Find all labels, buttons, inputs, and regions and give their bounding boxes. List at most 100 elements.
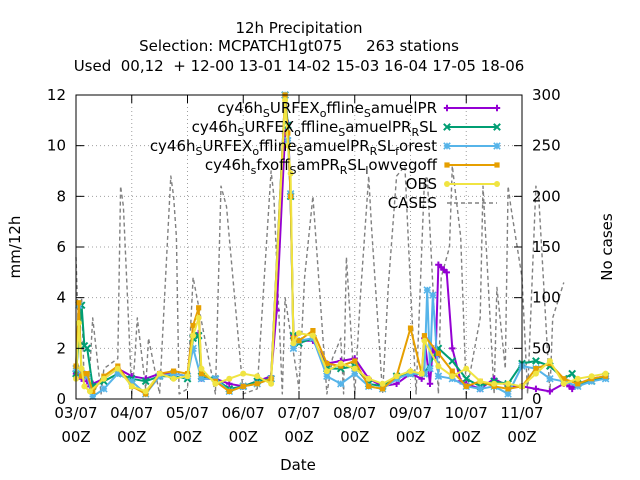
x-tick-label-date: 03/07 xyxy=(54,404,97,422)
y2-tick-label: 100 xyxy=(532,289,561,307)
legend-label-part: SL xyxy=(419,118,438,136)
legend-label-part: amuelPR xyxy=(371,99,437,117)
legend-label-part: amuelPR xyxy=(303,137,369,155)
data-point xyxy=(561,376,567,382)
legend-marker xyxy=(443,142,451,150)
data-point xyxy=(426,380,434,387)
y-tick-label: 10 xyxy=(47,137,66,155)
x-tick-label-time: 00Z xyxy=(61,428,90,446)
data-point xyxy=(282,97,289,104)
data-point xyxy=(141,377,150,386)
legend-label-part: f xyxy=(395,145,400,158)
data-point xyxy=(324,360,330,367)
y-tick-label: 12 xyxy=(47,86,66,104)
data-point xyxy=(337,360,344,367)
data-point xyxy=(575,381,581,387)
legend-label: cy46hSURFEXofflineSamuelPRRSL xyxy=(192,118,438,139)
legend-label-part: cy46h xyxy=(205,156,251,174)
y-tick-label: 8 xyxy=(56,187,66,205)
legend-label-part: owvegoff xyxy=(368,156,437,174)
data-point xyxy=(212,380,219,387)
data-point xyxy=(156,370,163,377)
data-point xyxy=(505,380,512,387)
legend-label-part: S xyxy=(338,126,345,139)
legend-label-part: l xyxy=(365,164,368,177)
x-tick-label-date: 04/07 xyxy=(110,404,153,422)
legend-label-part: ffline xyxy=(326,99,363,117)
data-point xyxy=(76,300,82,306)
data-point xyxy=(574,375,581,382)
series-5 xyxy=(75,165,565,395)
legend-label-part: CASES xyxy=(388,194,437,212)
data-point xyxy=(190,332,197,339)
grid-lines xyxy=(76,95,522,399)
data-point xyxy=(254,373,261,380)
data-point xyxy=(532,385,540,393)
data-point xyxy=(268,380,275,387)
x-tick-label-date: 06/07 xyxy=(222,404,265,422)
legend-marker xyxy=(444,162,450,168)
data-point xyxy=(365,375,372,382)
legend-label-part: cy46h xyxy=(192,118,238,136)
x-tick-label-time: 00Z xyxy=(284,428,313,446)
data-point xyxy=(198,371,205,377)
y2-tick-label: 200 xyxy=(532,187,561,205)
legend-label-part: OBS xyxy=(406,175,437,193)
data-point xyxy=(350,369,359,378)
data-point xyxy=(309,332,316,339)
data-point xyxy=(128,383,135,390)
legend-marker xyxy=(494,162,500,168)
legend-label-part: R xyxy=(411,126,419,139)
legend-label-part: s xyxy=(251,164,257,177)
data-point xyxy=(296,338,302,344)
data-point xyxy=(114,369,122,378)
legend-label-part: S xyxy=(290,164,297,177)
data-point xyxy=(449,373,456,380)
x-tick-label-time: 00Z xyxy=(340,428,369,446)
x-tick-label-time: 00Z xyxy=(396,428,425,446)
data-point xyxy=(310,328,316,334)
data-point xyxy=(254,381,260,387)
data-point xyxy=(170,375,177,382)
data-point xyxy=(81,383,88,390)
data-point xyxy=(240,370,247,377)
x-tick-label-date: 11/07 xyxy=(500,404,543,422)
data-point xyxy=(462,374,471,383)
x-tick-label-date: 07/07 xyxy=(277,404,320,422)
data-point xyxy=(546,358,553,364)
data-point xyxy=(352,358,358,364)
y2-tick-label: 0 xyxy=(532,390,542,408)
data-point xyxy=(323,368,330,375)
legend-label-part: amPR xyxy=(297,156,340,174)
y2-axis-ticks: 0 50 100 150 200 250 300 xyxy=(514,86,561,408)
x-tick-label-time: 00Z xyxy=(229,428,258,446)
data-point xyxy=(351,365,358,372)
data-point xyxy=(189,344,197,353)
series-4 xyxy=(73,97,609,395)
data-point xyxy=(196,305,202,311)
series-layer xyxy=(72,91,610,401)
x-tick-label-date: 08/07 xyxy=(333,404,376,422)
legend-marker xyxy=(493,104,501,112)
legend-label-part: R xyxy=(370,145,378,158)
data-point xyxy=(533,366,539,372)
x-tick-label-date: 05/07 xyxy=(166,404,209,422)
legend-label: cy46hSURFEXofflineSamuelPR xyxy=(217,99,437,120)
legend-label-part: S xyxy=(196,145,203,158)
data-point xyxy=(588,373,595,380)
chart-legend: cy46hSURFEXofflineSamuelPRcy46hSURFEXoff… xyxy=(150,99,501,212)
series-0 xyxy=(72,119,609,395)
data-point xyxy=(337,380,345,388)
data-point xyxy=(418,370,425,377)
legend-label-part: o xyxy=(252,145,259,158)
legend-label-part: o xyxy=(320,107,327,120)
legend-label-part: S xyxy=(263,107,270,120)
legend-marker xyxy=(443,123,451,131)
data-point xyxy=(170,368,177,374)
y-axis-ticks: 0 2 4 6 8 10 12 xyxy=(47,86,84,408)
data-point xyxy=(463,383,469,389)
x-tick-label-time: 00Z xyxy=(173,428,202,446)
y-tick-label: 0 xyxy=(56,390,66,408)
data-point xyxy=(532,370,539,377)
